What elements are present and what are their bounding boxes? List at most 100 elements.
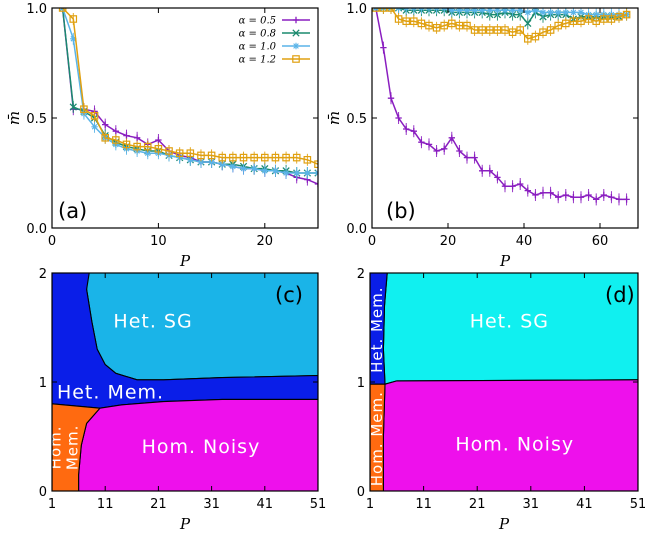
y-tick-label: 0.0 (346, 222, 367, 237)
x-tick-label: 1 (366, 497, 374, 512)
y-tick-label: 1.0 (346, 2, 367, 17)
data-point (456, 147, 463, 155)
data-point (144, 150, 151, 157)
data-point (517, 180, 524, 188)
legend-marker (292, 42, 300, 50)
data-point (229, 153, 237, 162)
data-point (69, 103, 77, 111)
x-tick-label: 20 (257, 234, 274, 249)
data-point (112, 136, 120, 144)
data-point (239, 153, 248, 162)
x-axis-label: P (499, 252, 511, 270)
data-point (555, 9, 562, 16)
y-tick-label: 0.0 (26, 222, 47, 237)
data-point (486, 167, 493, 174)
data-point (463, 154, 471, 161)
series-layer (372, 8, 631, 206)
series-0 (372, 8, 630, 206)
region-label: Hom. Noisy (142, 436, 261, 458)
data-point (479, 167, 486, 174)
data-point (471, 8, 478, 14)
data-point (585, 191, 592, 199)
series-layer (58, 8, 318, 190)
data-point (463, 21, 471, 30)
data-point (607, 15, 616, 23)
data-point (425, 21, 433, 30)
data-point (70, 35, 77, 42)
y-tick-label: 0.5 (26, 112, 47, 127)
data-point (508, 28, 517, 37)
data-point (600, 191, 607, 199)
x-tick-label: 1 (48, 497, 56, 512)
data-point (608, 194, 615, 201)
x-tick-label: 60 (592, 234, 609, 249)
data-point (303, 156, 312, 164)
data-point (593, 11, 600, 18)
data-point (592, 17, 601, 26)
region-hom-mem (52, 403, 101, 491)
data-point (123, 132, 130, 139)
x-tick-label: 41 (257, 497, 274, 512)
data-point (293, 169, 300, 177)
data-point (229, 163, 237, 170)
region-label: Hom. Noisy (455, 434, 574, 456)
x-tick-label: 51 (310, 497, 327, 512)
data-point (402, 17, 411, 26)
series-line (375, 8, 627, 16)
data-point (433, 147, 440, 155)
series-3 (58, 8, 318, 171)
data-point (91, 123, 98, 130)
data-point (261, 167, 268, 174)
data-point (410, 17, 418, 26)
legend: α = 0.5 α = 0.8 α = 1.0 α = 1.2 (239, 16, 310, 66)
y-tick-label: 0 (357, 485, 365, 500)
x-tick-label: 21 (150, 497, 167, 512)
data-point (143, 142, 152, 151)
y-tick-label: 2 (39, 267, 47, 282)
data-point (218, 153, 227, 162)
panel-a: 0 10 20 0.0 0.5 1.0 Pm̄ (a) α = 0.5 α = 0.8 α = 1.… (5, 2, 319, 270)
data-point (546, 26, 555, 34)
data-point (486, 26, 494, 34)
data-point (531, 32, 540, 41)
region-label: Het. SG (113, 311, 192, 333)
y-tick-label: 1.0 (26, 2, 47, 17)
regions (370, 273, 638, 491)
data-point (261, 153, 269, 162)
data-point (282, 169, 290, 177)
data-point (314, 180, 318, 188)
data-point (493, 26, 502, 34)
data-point (516, 26, 525, 34)
x-tick-label: 11 (415, 497, 432, 512)
data-point (561, 19, 570, 28)
x-tick-label: 20 (440, 234, 457, 249)
region-hom-mem (370, 383, 386, 491)
panel-label: (a) (58, 199, 87, 223)
data-point (523, 34, 532, 43)
x-axis-label: P (179, 252, 191, 270)
region-label: Het. Mem. (368, 286, 386, 372)
data-point (509, 183, 516, 190)
legend-label: α = 0.8 (239, 29, 276, 40)
y-tick-label: 0 (39, 485, 47, 500)
y-tick-label: 2 (357, 267, 365, 282)
data-point (448, 19, 456, 28)
legend-marker (292, 55, 300, 63)
series-line (375, 8, 627, 25)
data-point (562, 9, 569, 16)
data-point (517, 8, 524, 14)
data-point (282, 153, 290, 162)
data-point (102, 121, 109, 128)
y-axis-label: m̄ (325, 111, 343, 125)
data-point (554, 21, 563, 30)
data-point (165, 147, 173, 155)
data-point (448, 8, 455, 14)
data-point (440, 21, 449, 30)
legend-label: α = 0.5 (239, 16, 276, 27)
data-point (155, 136, 162, 144)
data-point (623, 196, 630, 203)
legend-label: α = 1.0 (239, 42, 277, 53)
data-point (494, 8, 501, 14)
legend-label: α = 1.2 (239, 55, 276, 66)
data-point (395, 114, 402, 122)
